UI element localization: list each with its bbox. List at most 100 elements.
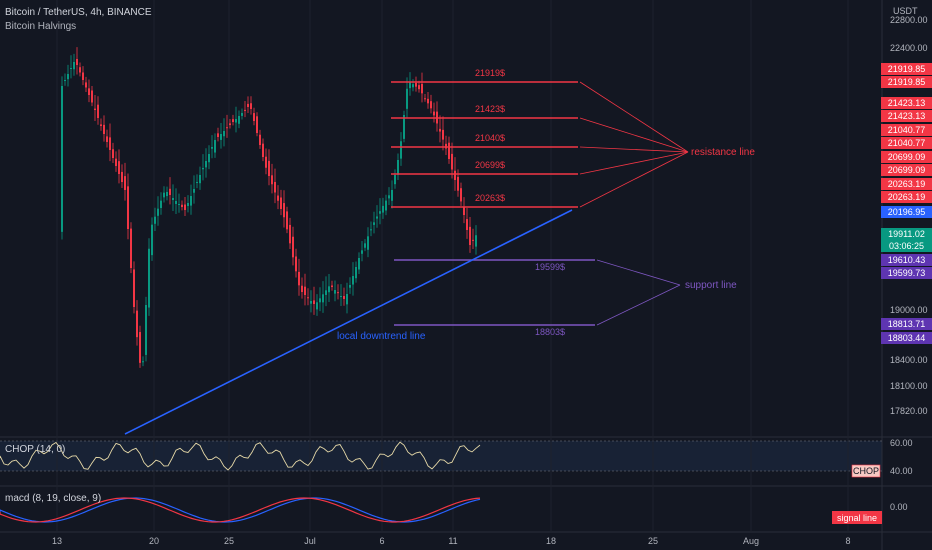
price-tag: 03:06:25: [881, 240, 932, 252]
chop-tick-label: 40.00: [890, 466, 913, 476]
candle: [355, 267, 357, 279]
candle: [331, 285, 333, 287]
candle: [475, 235, 477, 247]
x-tick-label: 11: [448, 536, 457, 546]
candle: [181, 204, 183, 207]
candle: [106, 136, 108, 142]
candle: [289, 224, 291, 244]
resistance-label: 21423$: [475, 104, 505, 114]
candle: [280, 197, 282, 209]
candle: [259, 134, 261, 145]
candle: [130, 228, 132, 268]
candle: [307, 297, 309, 299]
candle: [268, 160, 270, 176]
candle: [334, 290, 336, 294]
candle: [220, 134, 222, 140]
candle: [187, 203, 189, 207]
candle: [466, 219, 468, 230]
candle: [367, 236, 369, 250]
candle: [301, 285, 303, 292]
candle: [472, 239, 474, 241]
candle: [382, 205, 384, 213]
price-tag: 18803.44: [881, 332, 932, 344]
signal-line-tag: [832, 511, 882, 524]
price-tag: 20699.09: [881, 164, 932, 176]
candle: [343, 296, 345, 299]
x-tick-label: 25: [224, 536, 234, 546]
main-pane: [0, 0, 882, 437]
x-tick-label: 25: [648, 536, 658, 546]
candle: [97, 104, 99, 118]
candle: [127, 186, 129, 229]
candle: [283, 203, 285, 218]
price-tag: 20263.19: [881, 191, 932, 203]
candle: [208, 154, 210, 163]
candle: [166, 192, 168, 197]
resistance-pointer: [579, 151, 689, 208]
candle: [370, 229, 372, 231]
price-tick-label: 17820.00: [890, 406, 928, 416]
candle: [64, 80, 66, 81]
candle: [94, 108, 96, 110]
candle: [469, 226, 471, 245]
candle: [91, 90, 93, 103]
price-tag: 20699.09: [881, 151, 932, 163]
candle: [319, 298, 321, 303]
chop-label[interactable]: CHOP (14, 0): [5, 444, 66, 455]
candle: [454, 170, 456, 180]
candle: [256, 116, 258, 133]
candle: [463, 207, 465, 215]
candle: [88, 88, 90, 95]
chop-tag: [851, 464, 881, 478]
candle: [100, 124, 102, 126]
price-tick-label: 22800.00: [890, 15, 928, 25]
candle: [136, 310, 138, 338]
candle: [262, 143, 264, 157]
candle: [448, 142, 450, 159]
price-tag: 21423.13: [881, 97, 932, 109]
resistance-annotation: resistance line: [691, 147, 755, 158]
candle: [337, 292, 339, 294]
resistance-label: 20699$: [475, 160, 505, 170]
candle: [232, 119, 234, 122]
candle: [286, 211, 288, 230]
price-tick-label: 18400.00: [890, 355, 928, 365]
candle: [412, 84, 414, 88]
x-tick-label: 6: [379, 536, 384, 546]
candle: [205, 161, 207, 168]
candle: [253, 113, 255, 121]
candle: [196, 182, 198, 183]
macd-label[interactable]: macd (8, 19, close, 9): [5, 493, 102, 504]
trend-annotation: local downtrend line: [337, 331, 426, 342]
symbol-title[interactable]: Bitcoin / TetherUS, 4h, BINANCE: [5, 7, 152, 18]
resistance-label: 21919$: [475, 68, 505, 78]
candle: [190, 196, 192, 206]
candle: [112, 149, 114, 158]
candle: [202, 168, 204, 170]
candle: [238, 116, 240, 124]
candle: [373, 222, 375, 225]
resistance-pointer: [579, 151, 689, 175]
candle: [250, 103, 252, 109]
candle: [70, 68, 72, 69]
candle: [121, 171, 123, 182]
candle: [379, 211, 381, 214]
candle: [457, 176, 459, 191]
candle: [247, 103, 249, 107]
price-tag: 18813.71: [881, 318, 932, 330]
price-tag: 20196.95: [881, 206, 932, 218]
candle: [313, 300, 315, 304]
candle: [406, 88, 408, 109]
candle: [193, 189, 195, 193]
currency-label: USDT: [893, 6, 918, 16]
candle: [178, 204, 180, 205]
price-tag: 19911.02: [881, 228, 932, 240]
price-tag: 19610.43: [881, 254, 932, 266]
candle: [241, 113, 243, 116]
candle: [265, 156, 267, 168]
candle: [430, 101, 432, 109]
candle: [418, 85, 420, 90]
candle: [79, 67, 81, 73]
candle: [424, 98, 426, 100]
